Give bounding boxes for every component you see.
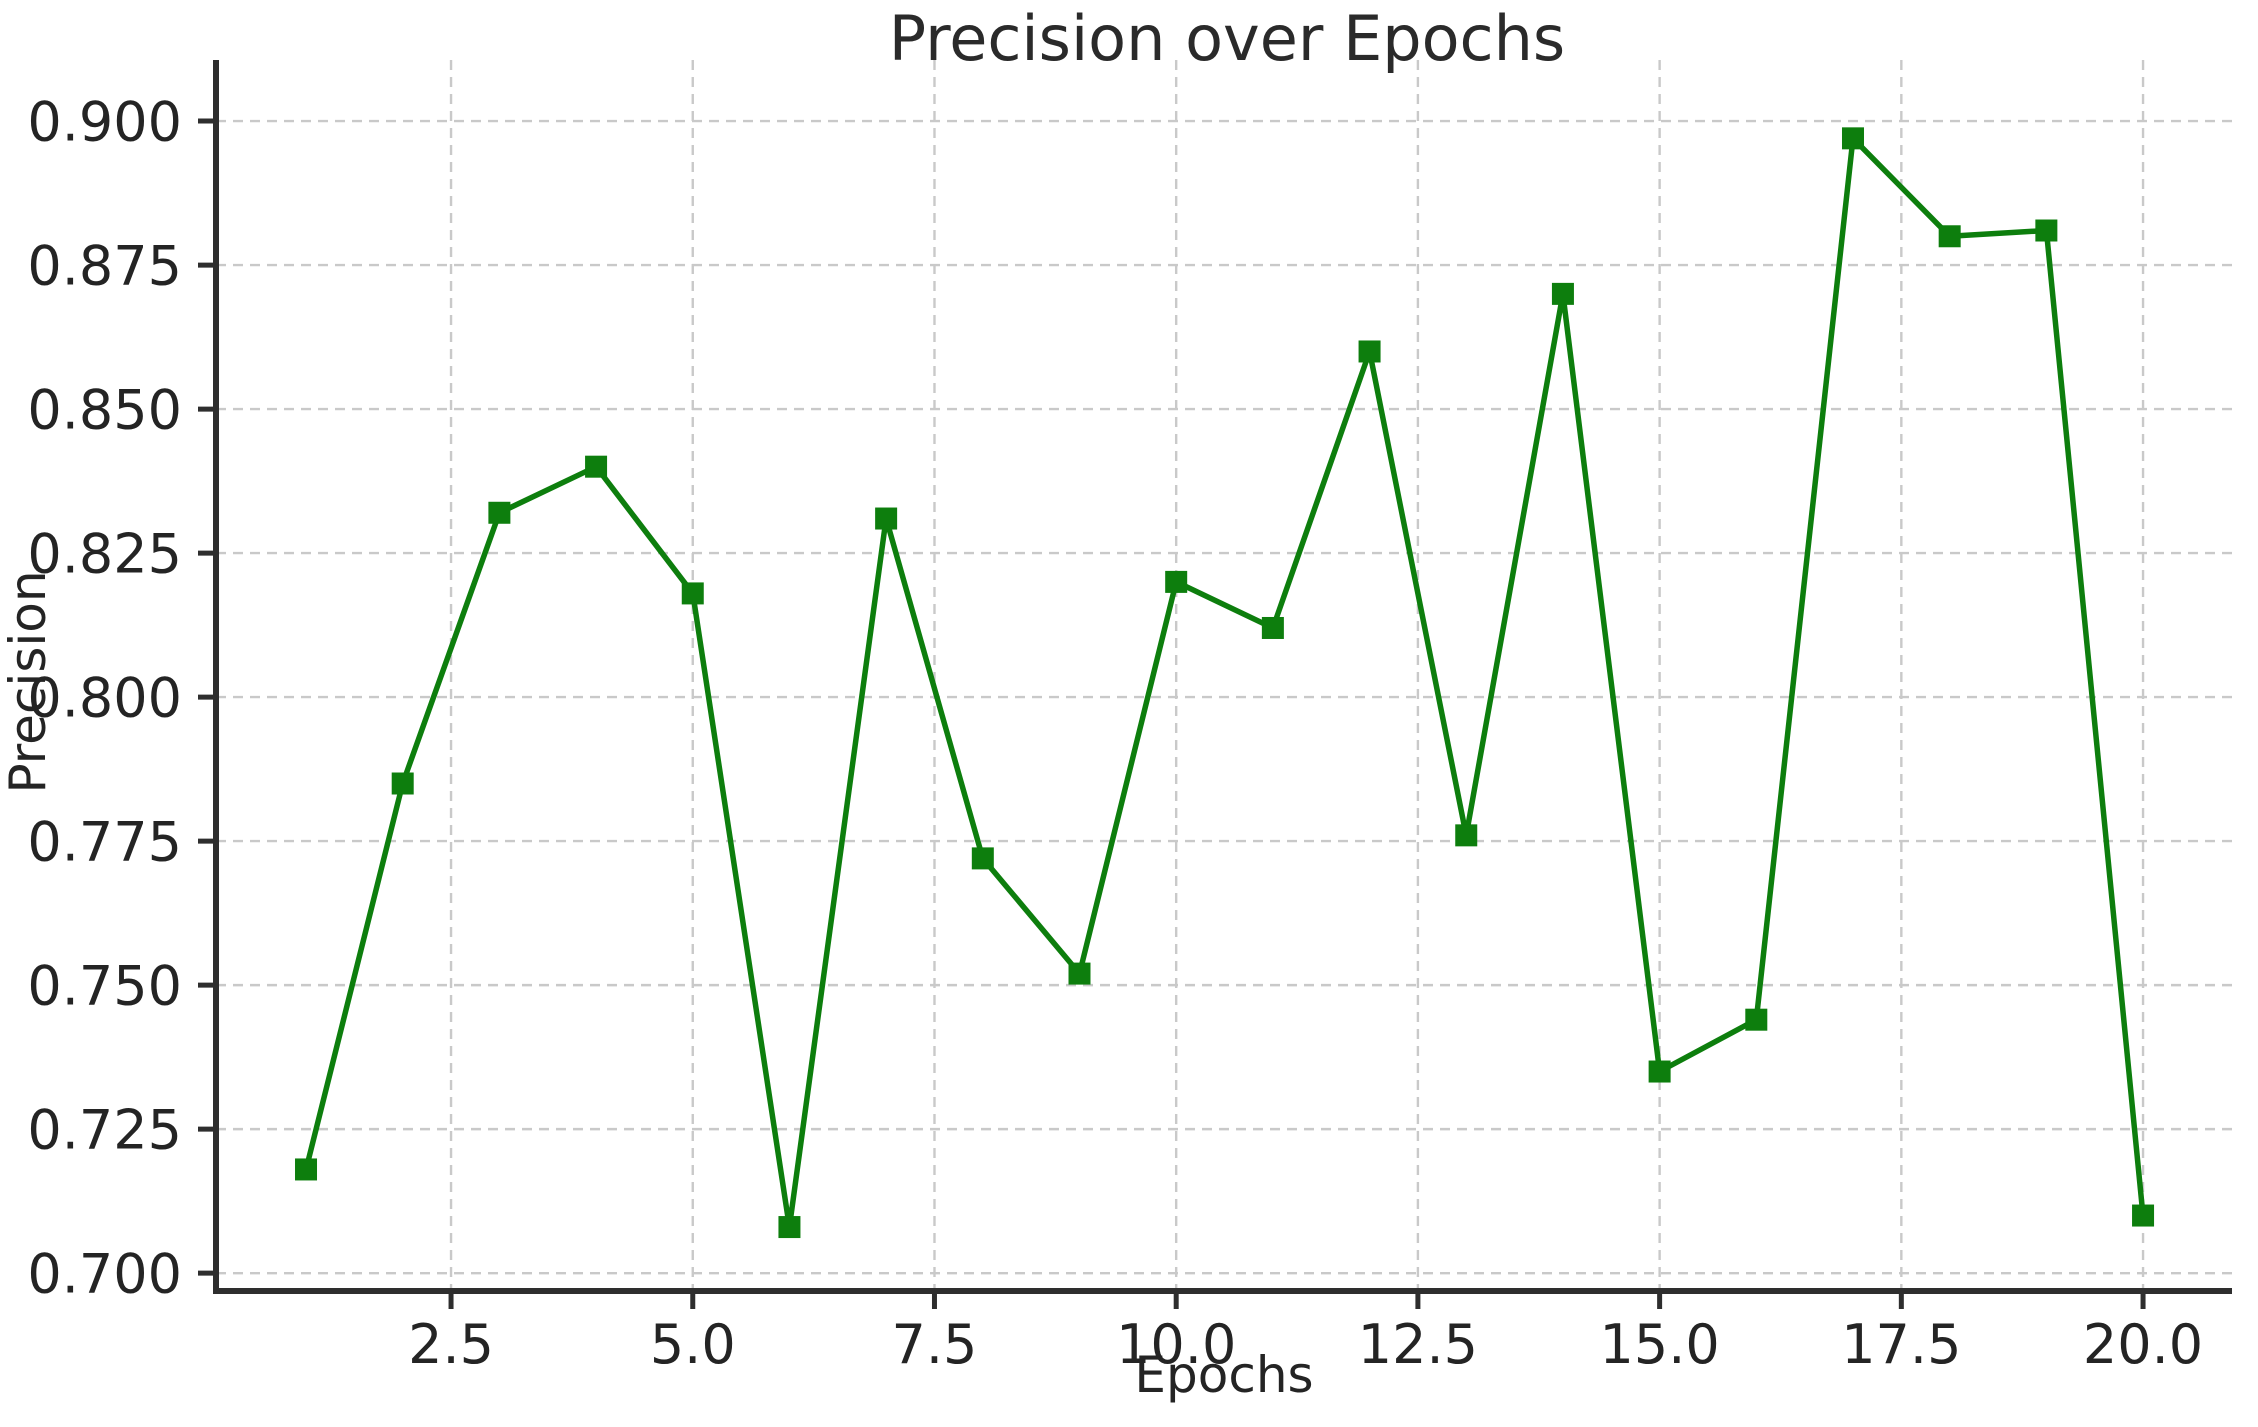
x-tick-label: 12.5	[1358, 1313, 1478, 1376]
x-tick-labels: 2.5 5.0 7.5 10.0 12.5 15.0 17.5 20.0	[408, 1313, 2203, 1376]
data-point-marker	[1938, 225, 1961, 248]
tick-marks	[198, 118, 2146, 1309]
data-point-marker	[778, 1216, 801, 1239]
x-axis-label: Epochs	[1134, 1346, 1313, 1404]
x-tick-label: 2.5	[408, 1313, 494, 1376]
y-tick-label: 0.725	[27, 1099, 182, 1162]
data-point-marker	[1745, 1008, 1768, 1031]
y-tick-label: 0.700	[27, 1243, 182, 1306]
data-point-marker	[1068, 962, 1091, 985]
data-point-marker	[488, 501, 511, 524]
y-tick-label: 0.775	[27, 811, 182, 874]
data-point-marker	[295, 1158, 318, 1181]
data-point-marker	[1648, 1060, 1671, 1083]
data-point-marker	[2035, 219, 2058, 242]
y-tick-label: 0.900	[27, 91, 182, 154]
y-tick-labels: 0.700 0.725 0.750 0.775 0.800 0.825 0.850 0.875…	[27, 91, 182, 1306]
precision-line	[303, 135, 2146, 1230]
data-point-marker	[1358, 340, 1381, 363]
x-tick-label: 5.0	[650, 1313, 736, 1376]
y-axis-label: Precision	[0, 570, 57, 793]
y-tick-label: 0.800	[27, 667, 182, 730]
axes-spines	[213, 60, 2232, 1294]
x-tick-label: 20.0	[2083, 1313, 2203, 1376]
grid	[216, 60, 2232, 1291]
data-point-marker	[585, 455, 608, 478]
y-tick-label: 0.875	[27, 235, 182, 298]
y-tick-label: 0.750	[27, 955, 182, 1018]
data-point-marker	[391, 772, 414, 795]
data-point-marker	[875, 507, 898, 530]
data-point-marker	[681, 582, 704, 605]
x-tick-label: 17.5	[1841, 1313, 1961, 1376]
x-tick-label: 10.0	[1116, 1313, 1236, 1376]
data-point-marker	[1165, 570, 1188, 593]
chart-title: Precision over Epochs	[889, 2, 1565, 75]
data-point-marker	[1455, 824, 1478, 847]
data-point-marker	[971, 847, 994, 870]
data-point-marker	[1551, 282, 1574, 305]
x-tick-label: 15.0	[1600, 1313, 1720, 1376]
data-point-marker	[1841, 127, 1864, 150]
y-tick-label: 0.850	[27, 379, 182, 442]
y-tick-label: 0.825	[27, 523, 182, 586]
data-series-line	[295, 127, 2155, 1239]
x-tick-label: 7.5	[892, 1313, 978, 1376]
data-point-marker	[2132, 1204, 2155, 1227]
data-point-marker	[1261, 616, 1284, 639]
